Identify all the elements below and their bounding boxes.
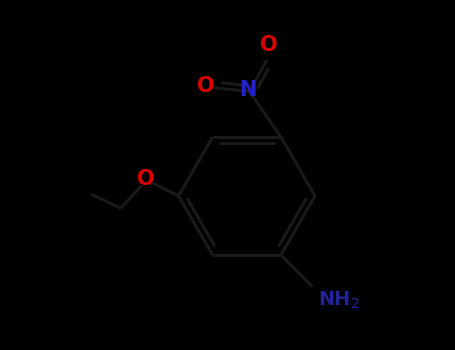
Text: O: O (260, 35, 278, 55)
Text: NH$_2$: NH$_2$ (318, 290, 359, 312)
Text: O: O (197, 76, 214, 96)
Text: O: O (137, 169, 155, 189)
Text: N: N (239, 80, 256, 100)
